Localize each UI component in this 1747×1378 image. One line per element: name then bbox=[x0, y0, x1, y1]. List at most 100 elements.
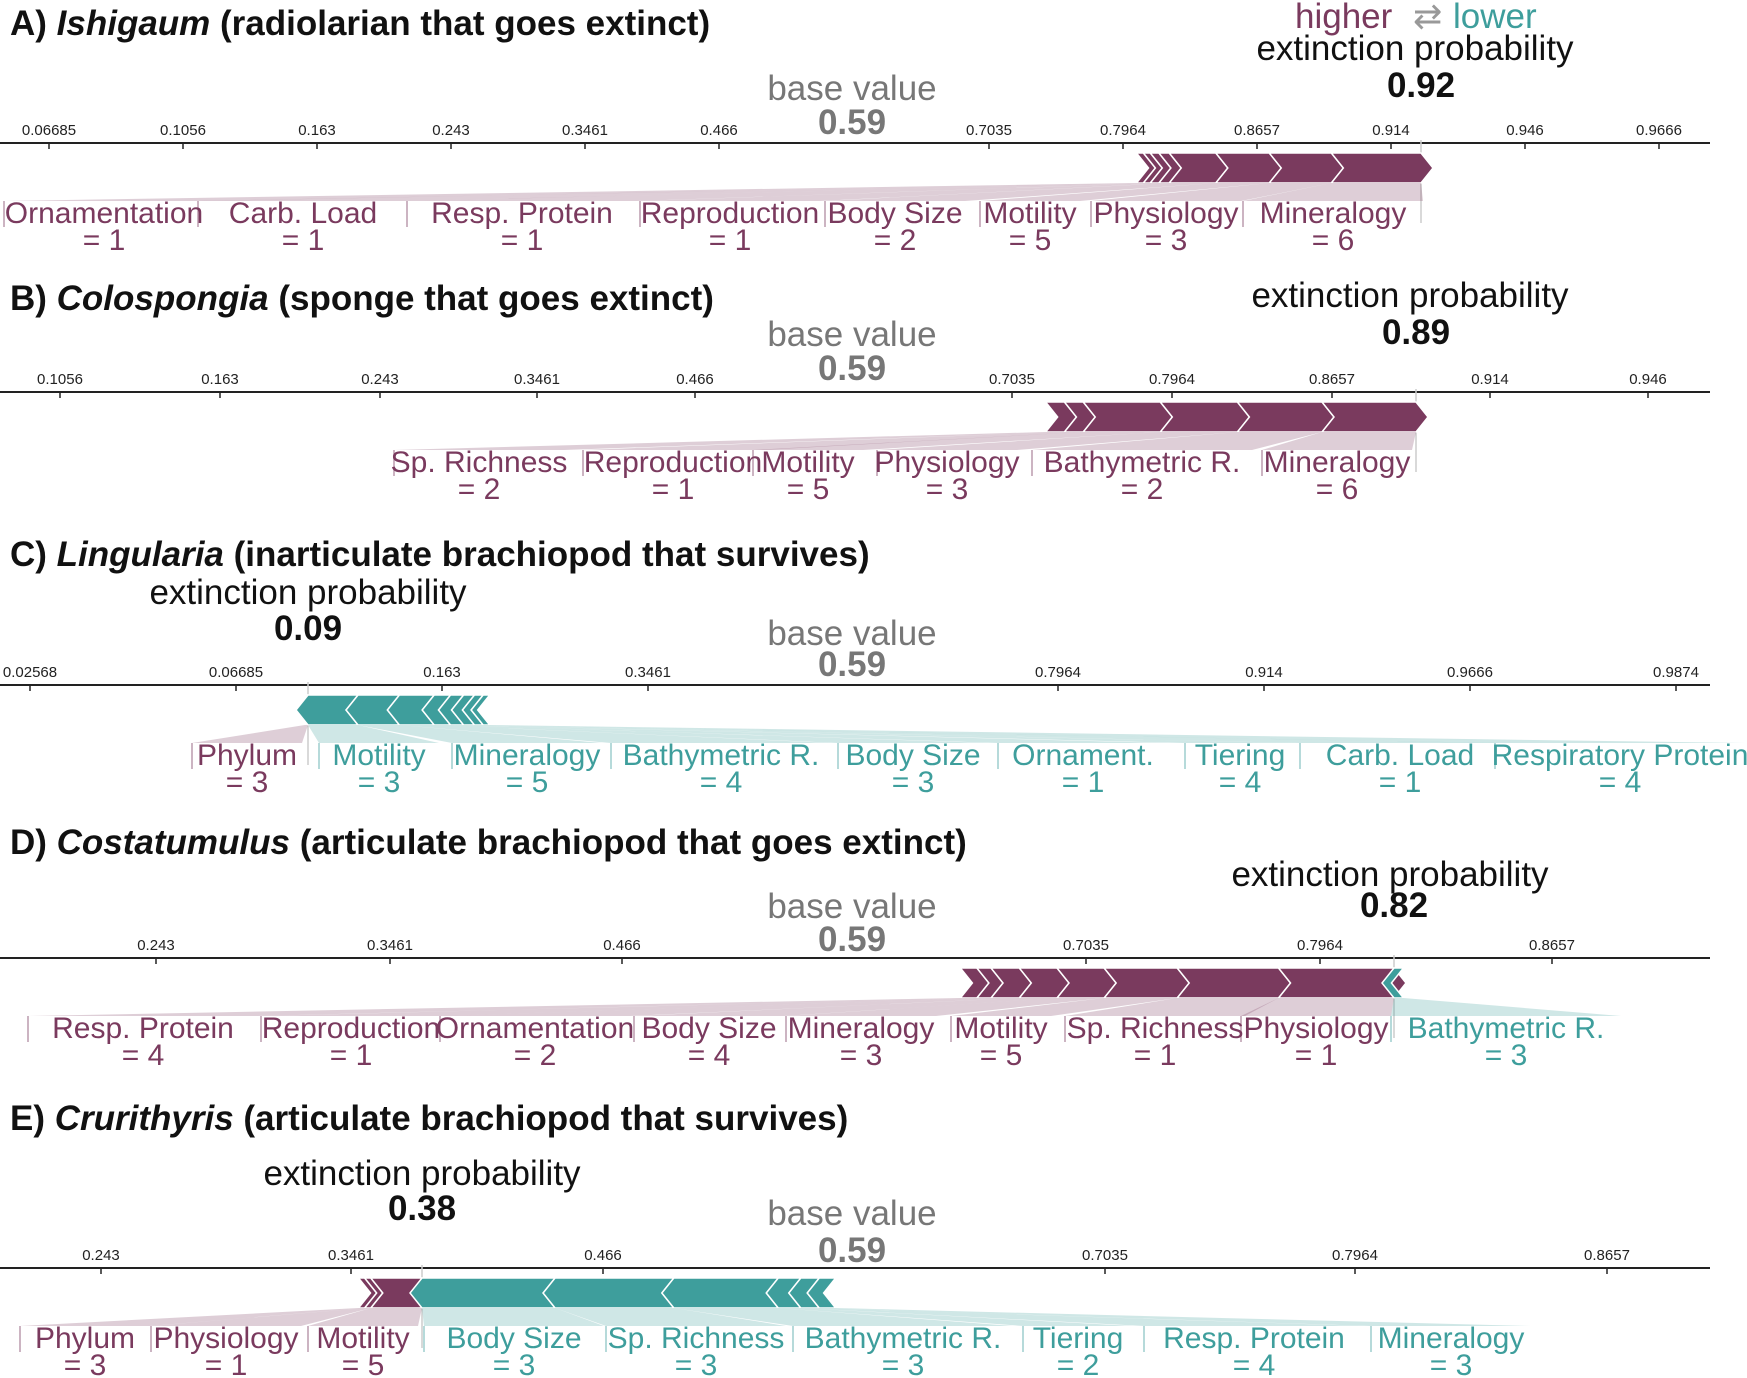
label-connector bbox=[753, 432, 1161, 450]
taxon-description: (articulate brachiopod that survives) bbox=[234, 1099, 849, 1138]
tick-label: 0.466 bbox=[676, 371, 714, 388]
label-connector bbox=[673, 1308, 1013, 1326]
label-connector bbox=[1241, 998, 1394, 1016]
panel-title: D) Costatumulus (articulate brachiopod t… bbox=[10, 823, 967, 862]
tick-label: 0.7035 bbox=[989, 371, 1035, 388]
panel-c: C) Lingularia (inarticulate brachiopod t… bbox=[0, 535, 1747, 799]
feature-value-higher: = 5 bbox=[1009, 224, 1052, 257]
tick-label: 0.243 bbox=[432, 122, 470, 139]
label-connector bbox=[1243, 183, 1423, 201]
panel-letter: D) bbox=[10, 823, 57, 862]
legend-higher: higher bbox=[1295, 0, 1393, 36]
feature-name-lower: Bathymetric R. bbox=[623, 739, 820, 772]
panel-letter: C) bbox=[10, 535, 57, 574]
label-connector bbox=[422, 1308, 604, 1326]
taxon-name: Crurithyris bbox=[55, 1099, 234, 1138]
tick-label: 0.1056 bbox=[160, 122, 206, 139]
feature-value-higher: = 2 bbox=[1121, 473, 1164, 506]
tick-label: 0.163 bbox=[201, 371, 239, 388]
feature-value-higher: = 3 bbox=[926, 473, 969, 506]
tick-label: 0.3461 bbox=[625, 664, 671, 681]
feature-name-lower: Carb. Load bbox=[1326, 739, 1474, 772]
label-connector bbox=[4, 183, 1144, 201]
feature-value-higher: = 1 bbox=[83, 224, 126, 257]
tick-label: 0.914 bbox=[1372, 122, 1410, 139]
output-value: 0.38 bbox=[388, 1189, 456, 1228]
tick-label: 0.3461 bbox=[367, 937, 413, 954]
force-segment-lower bbox=[470, 694, 492, 726]
feature-value-lower: = 3 bbox=[1485, 1039, 1528, 1072]
feature-value-lower: = 3 bbox=[1430, 1349, 1473, 1378]
feature-value-higher: = 1 bbox=[652, 473, 695, 506]
base-value-label: base value bbox=[767, 315, 936, 354]
label-connector bbox=[877, 432, 1238, 450]
feature-value-lower: = 1 bbox=[1379, 766, 1422, 799]
label-connector bbox=[463, 725, 1296, 743]
label-connector bbox=[261, 998, 992, 1016]
label-connector bbox=[786, 998, 1105, 1016]
label-connector bbox=[640, 183, 1170, 201]
feature-name-higher: Sp. Richness bbox=[1067, 1012, 1244, 1045]
tick-label: 0.243 bbox=[137, 937, 175, 954]
feature-name-higher: Carb. Load bbox=[229, 197, 377, 230]
force-segment-lower bbox=[409, 1277, 557, 1309]
force-segment-higher bbox=[1320, 401, 1429, 433]
feature-name-higher: Motility bbox=[983, 197, 1076, 230]
tick-label: 0.163 bbox=[298, 122, 336, 139]
label-connector bbox=[192, 725, 308, 743]
base-value-label: base value bbox=[767, 887, 936, 926]
panel-letter: B) bbox=[10, 279, 57, 318]
tick-label: 0.914 bbox=[1471, 371, 1509, 388]
tick-label: 0.1056 bbox=[37, 371, 83, 388]
feature-value-higher: = 6 bbox=[1316, 473, 1359, 506]
feature-value-lower: = 3 bbox=[675, 1349, 718, 1378]
feature-value-lower: = 3 bbox=[358, 766, 401, 799]
legend-lower: lower bbox=[1453, 0, 1537, 36]
label-connector bbox=[800, 1308, 1364, 1326]
panel-title: A) Ishigaum (radiolarian that goes extin… bbox=[10, 4, 710, 43]
label-connector bbox=[1032, 432, 1322, 450]
feature-name-lower: Body Size bbox=[446, 1322, 581, 1355]
label-connector bbox=[1091, 183, 1332, 201]
taxon-name: Colospongia bbox=[57, 279, 269, 318]
label-connector bbox=[474, 725, 1500, 743]
feature-name-lower: Body Size bbox=[845, 739, 980, 772]
panel-b: B) Colospongia (sponge that goes extinct… bbox=[0, 276, 1710, 506]
tick-label: 0.06685 bbox=[209, 664, 263, 681]
tick-label: 0.946 bbox=[1629, 371, 1667, 388]
feature-name-higher: Reproduction bbox=[262, 1012, 440, 1045]
tick-label: 0.7035 bbox=[966, 122, 1012, 139]
label-connector bbox=[980, 183, 1270, 201]
force-segment-higher bbox=[1235, 401, 1335, 433]
feature-name-lower: Motility bbox=[332, 739, 425, 772]
force-segment-higher bbox=[1267, 152, 1345, 184]
label-connector bbox=[825, 183, 1216, 201]
panel-d: D) Costatumulus (articulate brachiopod t… bbox=[0, 823, 1710, 1072]
feature-name-lower: Mineralogy bbox=[1378, 1322, 1525, 1355]
label-connector bbox=[308, 725, 439, 743]
tick-label: 0.7964 bbox=[1297, 937, 1343, 954]
taxon-name: Lingularia bbox=[57, 535, 224, 574]
feature-value-higher: = 3 bbox=[1145, 224, 1188, 257]
base-value: 0.59 bbox=[818, 349, 886, 388]
tick-label: 0.7964 bbox=[1149, 371, 1195, 388]
tick-label: 0.466 bbox=[603, 937, 641, 954]
panel-letter: E) bbox=[10, 1099, 55, 1138]
feature-name-higher: Mineralogy bbox=[1260, 197, 1407, 230]
feature-value-lower: = 4 bbox=[1219, 766, 1262, 799]
feature-name-lower: Bathymetric R. bbox=[1408, 1012, 1605, 1045]
base-value-label: base value bbox=[767, 614, 936, 653]
feature-value-higher: = 4 bbox=[122, 1039, 165, 1072]
taxon-description: (radiolarian that goes extinct) bbox=[210, 4, 710, 43]
label-connector bbox=[1391, 998, 1621, 1016]
output-label: extinction probability bbox=[1256, 29, 1574, 68]
feature-name-higher: Phylum bbox=[35, 1322, 135, 1355]
tick-label: 0.8657 bbox=[1234, 122, 1280, 139]
feature-value-higher: = 5 bbox=[342, 1349, 385, 1378]
panel-e: E) Crurithyris (articulate brachiopod th… bbox=[0, 1099, 1710, 1378]
feature-value-higher: = 5 bbox=[787, 473, 830, 506]
legend-arrow-icon: ⇄ bbox=[1413, 0, 1442, 36]
tick-label: 0.06685 bbox=[22, 122, 76, 139]
base-value-label: base value bbox=[767, 1194, 936, 1233]
feature-value-higher: = 6 bbox=[1312, 224, 1355, 257]
